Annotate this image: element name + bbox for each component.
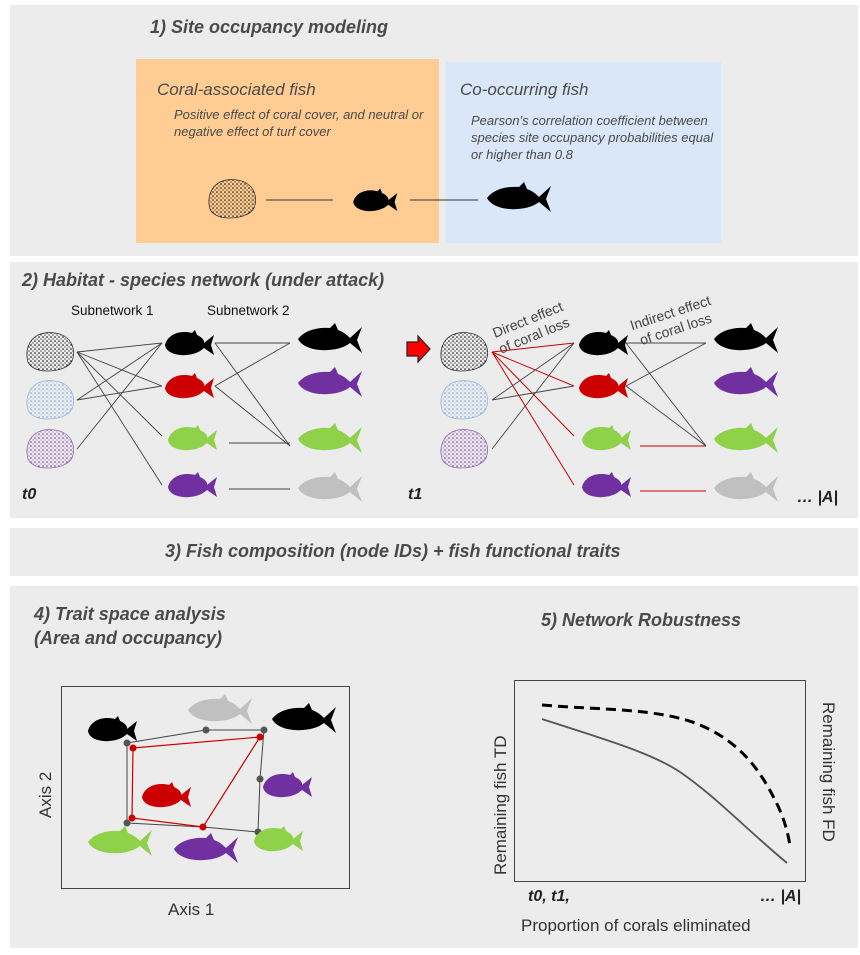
cooccur-fish-node-1 xyxy=(298,323,362,353)
panel-habitat-network xyxy=(10,262,858,518)
trait-hull-reduced xyxy=(131,736,262,828)
panel4-title-line2: (Area and occupancy) xyxy=(34,628,223,648)
coral-node-1 xyxy=(26,332,75,372)
attack-arrow-icon xyxy=(406,334,431,364)
t1-coral-node-2 xyxy=(440,380,489,420)
panel-trait-robustness xyxy=(10,586,858,948)
trait-space-frame xyxy=(61,686,350,889)
coral-fish-node-2 xyxy=(165,373,214,399)
trait-fish-black xyxy=(88,716,137,742)
panel1-coral xyxy=(208,179,257,219)
robustness-frame xyxy=(514,680,806,882)
fd-curve xyxy=(541,703,792,847)
co-occurring-box xyxy=(446,62,721,243)
cooccur-fish-node-3 xyxy=(298,423,362,453)
trait-fish-black-large xyxy=(272,703,336,733)
trait-fish-purple-large xyxy=(174,833,238,863)
panel4-title-line1: 4) Trait space analysis xyxy=(34,604,226,624)
robustness-xtick-right: … |A| xyxy=(760,888,801,905)
coral-fish-node-1 xyxy=(165,330,214,356)
coral-node-2 xyxy=(26,380,75,420)
subnetwork2-label: Subnetwork 2 xyxy=(207,303,290,318)
robustness-xlabel: Proportion of corals eliminated xyxy=(521,916,751,935)
panel-fish-composition xyxy=(10,528,858,576)
trait-fish-green xyxy=(254,826,303,852)
coral-fish-node-3 xyxy=(168,425,217,451)
coral-fish-node-4 xyxy=(168,472,217,498)
panel5-title: 5) Network Robustness xyxy=(541,610,742,630)
t1-coral-fish-node-4 xyxy=(582,472,631,498)
cooccur-box-heading: Co-occurring fish xyxy=(460,80,589,99)
cooccur-fish-node-4 xyxy=(298,472,362,502)
panel1-cooccur-fish-icon xyxy=(487,182,551,212)
t0-label: t0 xyxy=(22,486,37,503)
trait-fish-purple xyxy=(263,772,312,798)
coral-associated-box xyxy=(136,59,439,243)
t1-label: t1 xyxy=(408,486,423,503)
t1-coral-fish-node-2 xyxy=(579,373,628,399)
cooccur-fish-node-2 xyxy=(298,367,362,397)
robustness-xtick-left: t0, t1, xyxy=(528,888,570,905)
network-t0 xyxy=(26,323,362,502)
panel2-title: 2) Habitat - species network (under atta… xyxy=(22,270,385,290)
t1-cooccur-fish-node-2 xyxy=(714,367,778,397)
cooccur-box-body: Pearson’s correlation coefficient betwee… xyxy=(471,113,714,162)
subnetwork1-label: Subnetwork 1 xyxy=(71,303,154,318)
network-t1 xyxy=(406,323,778,502)
coral-node-3 xyxy=(26,429,75,469)
trait-fish-red xyxy=(142,782,191,808)
t1-cooccur-fish-node-3 xyxy=(714,423,778,453)
t1-cooccur-fish-node-4 xyxy=(714,472,778,502)
trait-space xyxy=(88,694,336,863)
trait-fish-green-large xyxy=(88,826,152,856)
trait-fish-gray xyxy=(188,694,252,724)
trait-hull-full xyxy=(126,729,265,833)
t1-coral-fish-node-3 xyxy=(582,425,631,451)
coral-box-heading: Coral-associated fish xyxy=(157,80,316,99)
tA-label: … |A| xyxy=(797,489,838,506)
t1-cooccur-fish-node-1 xyxy=(714,323,778,353)
panel1-coral-fish-icon xyxy=(353,188,398,212)
panel1-title: 1) Site occupancy modeling xyxy=(150,17,389,37)
td-curve xyxy=(541,718,788,864)
t1-coral-node-3 xyxy=(440,429,489,469)
t1-coral-fish-node-1 xyxy=(579,330,628,356)
panel3-title: 3) Fish composition (node IDs) + fish fu… xyxy=(165,541,621,561)
robustness-curves xyxy=(541,703,792,864)
trait-axis1-label: Axis 1 xyxy=(168,900,215,919)
coral-box-body: Positive effect of coral cover, and neut… xyxy=(174,107,424,139)
t1-coral-node-1 xyxy=(440,332,489,372)
